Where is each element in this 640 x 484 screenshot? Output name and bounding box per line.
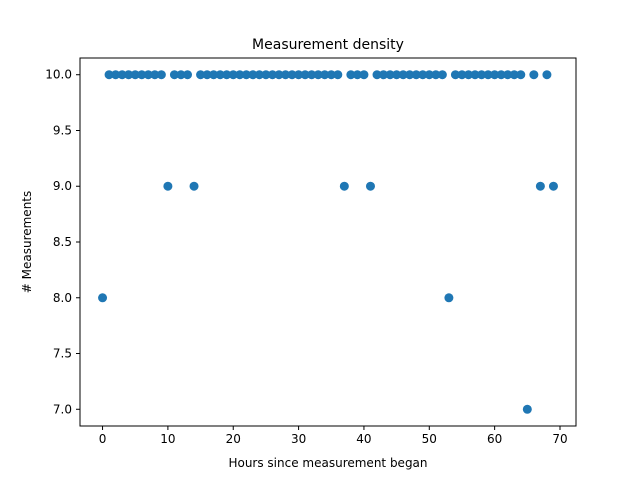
data-point [372,70,382,80]
data-point [104,70,114,80]
data-point [235,70,245,80]
data-point [241,70,251,80]
data-point [163,181,173,191]
x-tick-label: 30 [291,432,306,446]
data-point [313,70,323,80]
y-tick-label: 9.5 [53,123,72,137]
x-axis-ticks: 0 10 20 30 40 50 60 70 [99,426,568,446]
data-point [418,70,428,80]
data-point [457,70,467,80]
data-point [339,181,349,191]
data-point [411,70,421,80]
y-axis-ticks: 7.0 7.5 8.0 8.5 9.0 9.5 10.0 [45,68,80,416]
x-tick-label: 40 [356,432,371,446]
data-point [379,70,389,80]
y-tick-label: 7.5 [53,347,72,361]
chart-title: Measurement density [252,37,404,53]
data-point [294,70,304,80]
data-point [490,70,500,80]
data-point [137,70,147,80]
data-point [202,70,212,80]
x-tick-label: 60 [487,432,502,446]
data-point [307,70,317,80]
data-point [326,70,336,80]
data-point [209,70,219,80]
data-point [150,70,160,80]
data-point [509,70,519,80]
data-point [516,70,526,80]
data-point [431,70,441,80]
x-tick-label: 20 [226,432,241,446]
data-point [287,70,297,80]
data-point [182,70,192,80]
data-point [222,70,232,80]
x-tick-label: 70 [552,432,567,446]
data-point [169,70,179,80]
x-tick-label: 0 [99,432,107,446]
data-point [196,70,206,80]
data-point [392,70,402,80]
plot-area-frame [79,57,577,427]
data-point [333,70,343,80]
data-point [483,70,493,80]
data-point [143,70,153,80]
data-point [267,70,277,80]
data-points [98,70,558,414]
x-axis-label: Hours since measurement began [228,456,427,470]
data-point [529,70,539,80]
data-point [117,70,127,80]
data-point [189,181,199,191]
y-tick-label: 8.0 [53,291,72,305]
data-point [444,293,454,303]
data-point [503,70,513,80]
data-point [248,70,258,80]
y-tick-label: 10.0 [45,68,72,82]
data-point [542,70,552,80]
data-point [320,70,330,80]
data-point [261,70,271,80]
data-point [254,70,264,80]
data-point [548,181,558,191]
data-point [130,70,140,80]
y-tick-label: 9.0 [53,179,72,193]
data-point [176,70,186,80]
data-point [405,70,415,80]
data-point [300,70,310,80]
data-point [346,70,356,80]
data-point [352,70,362,80]
data-point [365,181,375,191]
data-point [359,70,369,80]
data-point [111,70,121,80]
data-point [281,70,291,80]
data-point [228,70,238,80]
data-point [124,70,134,80]
data-point [385,70,395,80]
data-point [156,70,166,80]
x-tick-label: 50 [422,432,437,446]
data-point [464,70,474,80]
y-tick-label: 8.5 [53,235,72,249]
data-point [535,181,545,191]
x-tick-label: 10 [160,432,175,446]
data-point [522,404,532,414]
data-point [496,70,506,80]
data-point [470,70,480,80]
y-axis-label: # Measurements [20,191,34,294]
data-point [274,70,284,80]
data-point [477,70,487,80]
data-point [450,70,460,80]
data-point [398,70,408,80]
data-point [424,70,434,80]
data-point [215,70,225,80]
data-point [437,70,447,80]
y-tick-label: 7.0 [53,402,72,416]
data-point [98,293,108,303]
